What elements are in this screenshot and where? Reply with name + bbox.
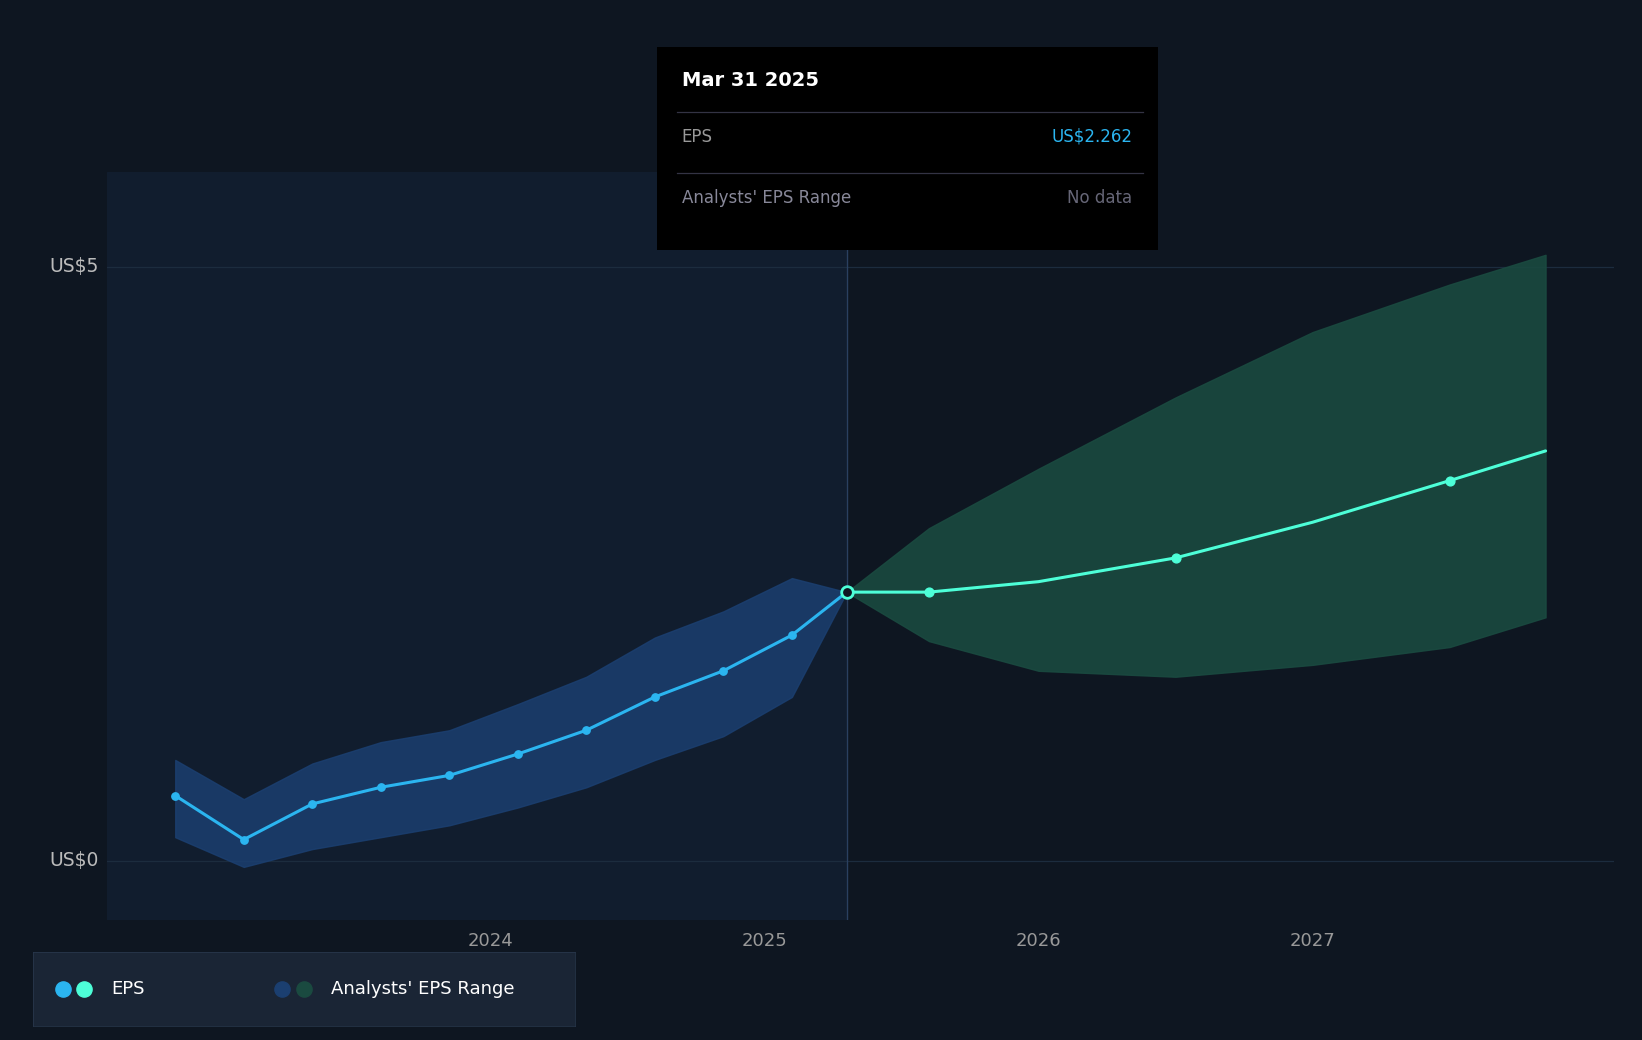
Text: EPS: EPS	[112, 980, 144, 998]
Point	[916, 583, 943, 600]
Text: EPS: EPS	[681, 128, 713, 146]
Text: No data: No data	[1067, 189, 1133, 207]
Point	[504, 746, 530, 762]
Point	[834, 583, 860, 600]
Text: US$2.262: US$2.262	[1051, 128, 1133, 146]
Bar	[107, 172, 847, 920]
Point	[778, 627, 805, 644]
Point	[573, 722, 599, 738]
Point	[1437, 472, 1463, 489]
Point	[759, 641, 785, 657]
Text: US$0: US$0	[49, 852, 99, 870]
Point	[368, 779, 394, 796]
Text: US$5: US$5	[49, 257, 99, 277]
Point	[299, 796, 325, 812]
Point	[834, 583, 860, 600]
Point	[163, 787, 189, 804]
Point	[437, 768, 463, 784]
Point	[642, 688, 668, 705]
Text: Analysts' EPS Range: Analysts' EPS Range	[332, 980, 514, 998]
Bar	[847, 172, 1614, 920]
Point	[230, 831, 256, 848]
Point	[562, 641, 588, 657]
Text: Actual: Actual	[768, 215, 831, 233]
Point	[1163, 549, 1189, 566]
Text: Mar 31 2025: Mar 31 2025	[681, 71, 819, 90]
Text: Analysts' EPS Range: Analysts' EPS Range	[681, 189, 851, 207]
Point	[711, 662, 737, 679]
Text: Analysts Forecasts: Analysts Forecasts	[864, 215, 1025, 233]
